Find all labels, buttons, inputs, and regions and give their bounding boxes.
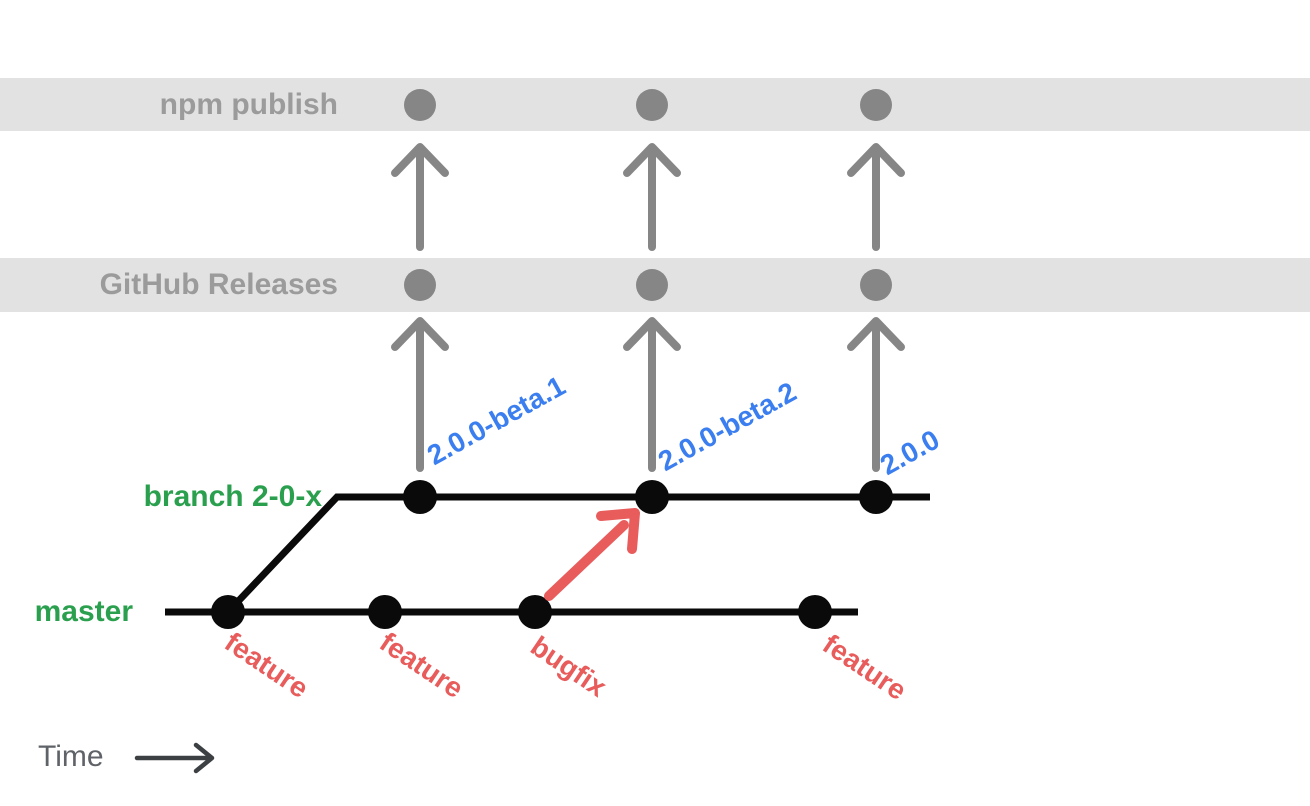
time-axis-label: Time	[38, 740, 104, 773]
commit-dot	[403, 480, 437, 514]
up-arrow-icon	[623, 143, 681, 251]
commit-dot	[211, 595, 245, 629]
github-release-dots	[404, 269, 892, 301]
commit-dot	[798, 595, 832, 629]
github-dot-1	[404, 269, 436, 301]
branch-lines	[165, 493, 930, 616]
branch-2-0-x-label: branch 2-0-x	[143, 480, 322, 513]
npm-publish-dots	[404, 89, 892, 121]
release-to-npm-arrows	[391, 143, 905, 251]
npm-dot-1	[404, 89, 436, 121]
master-branch-label: master	[34, 595, 133, 628]
up-arrow-icon	[623, 317, 681, 472]
github-dot-2	[636, 269, 668, 301]
npm-publish-label: npm publish	[159, 87, 338, 121]
up-arrow-icon	[391, 143, 449, 251]
commit-dot	[368, 595, 402, 629]
npm-publish-band: npm publish	[0, 78, 1310, 131]
diagonal-arrow-icon	[544, 508, 640, 601]
right-arrow-icon	[134, 742, 215, 774]
github-dot-3	[860, 269, 892, 301]
branch-2-0-x-line	[225, 493, 930, 615]
up-arrow-icon	[847, 143, 905, 251]
commit-dots	[211, 480, 893, 629]
npm-dot-2	[636, 89, 668, 121]
commit-dot	[518, 595, 552, 629]
commit-dot	[635, 480, 669, 514]
commit-dot	[859, 480, 893, 514]
github-releases-band: GitHub Releases	[0, 258, 1310, 312]
github-releases-label: GitHub Releases	[99, 268, 338, 301]
up-arrow-icon	[847, 317, 905, 472]
npm-dot-3	[860, 89, 892, 121]
tag-to-release-arrows	[391, 317, 905, 472]
up-arrow-icon	[391, 317, 449, 472]
time-arrow	[134, 742, 215, 774]
bugfix-cherry-pick-arrow	[544, 508, 640, 601]
